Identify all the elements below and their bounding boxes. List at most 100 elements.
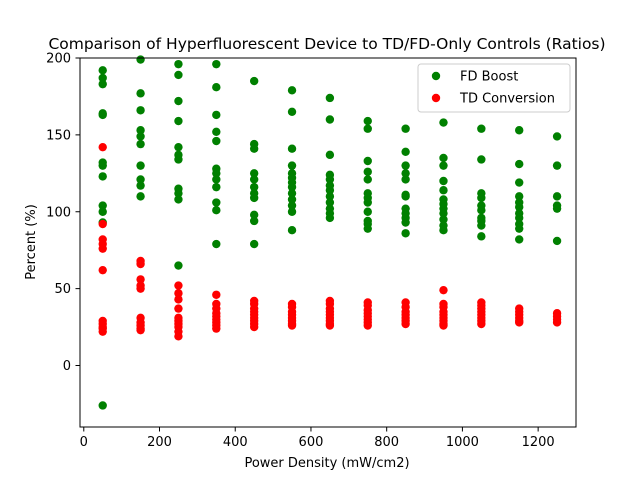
legend-marker <box>431 93 441 103</box>
data-point-fd-boost <box>249 193 259 203</box>
data-point-fd-boost <box>325 192 335 201</box>
data-point-fd-boost <box>477 221 486 230</box>
data-point-fd-boost <box>515 159 524 169</box>
data-point-fd-boost <box>363 116 372 126</box>
data-point-td-conversion <box>136 275 145 284</box>
data-point-fd-boost <box>249 210 259 220</box>
data-point-fd-boost <box>477 206 486 215</box>
data-point-fd-boost <box>212 83 221 92</box>
data-point-td-conversion <box>98 244 107 253</box>
data-point-fd-boost <box>136 126 145 135</box>
x-tick-label: 1200 <box>522 435 555 450</box>
data-point-fd-boost <box>287 161 297 170</box>
data-point-fd-boost <box>287 107 297 117</box>
data-point-fd-boost <box>212 169 221 178</box>
data-point-fd-boost <box>136 132 145 141</box>
data-point-fd-boost <box>363 175 372 184</box>
data-point-td-conversion <box>212 324 221 333</box>
data-point-fd-boost <box>98 207 107 216</box>
data-point-fd-boost <box>325 175 335 184</box>
data-point-fd-boost <box>136 192 145 201</box>
data-point-fd-boost <box>439 176 448 186</box>
data-point-fd-boost <box>515 126 524 135</box>
data-point-fd-boost <box>249 239 259 249</box>
y-tick-label: 150 <box>46 128 71 143</box>
data-point-fd-boost <box>401 192 410 201</box>
data-point-fd-boost <box>174 261 183 270</box>
legend-label: TD Conversion <box>459 92 555 107</box>
x-tick-label: 200 <box>147 435 172 450</box>
data-point-td-conversion <box>477 319 486 329</box>
data-point-td-conversion <box>552 318 562 327</box>
data-point-fd-boost <box>401 218 410 227</box>
data-point-fd-boost <box>136 139 145 149</box>
data-point-td-conversion <box>515 318 524 327</box>
data-point-fd-boost <box>439 161 448 170</box>
data-point-fd-boost <box>401 147 410 156</box>
data-point-td-conversion <box>174 332 183 341</box>
data-point-fd-boost <box>325 93 335 103</box>
data-point-td-conversion <box>401 319 410 329</box>
y-tick-label: 50 <box>54 282 71 297</box>
data-point-fd-boost <box>363 124 372 133</box>
data-point-fd-boost <box>287 144 297 153</box>
data-point-fd-boost <box>249 144 259 153</box>
x-tick-label: 800 <box>374 435 399 450</box>
data-point-fd-boost <box>477 193 486 203</box>
data-point-fd-boost <box>174 189 183 198</box>
data-point-td-conversion <box>98 265 107 275</box>
data-point-fd-boost <box>174 96 183 106</box>
data-point-fd-boost <box>515 224 524 233</box>
data-point-fd-boost <box>515 192 524 201</box>
data-point-fd-boost <box>439 226 448 235</box>
y-tick-label: 200 <box>46 52 71 67</box>
data-point-fd-boost <box>439 153 448 163</box>
x-tick-label: 600 <box>299 435 324 450</box>
data-point-td-conversion <box>136 284 145 293</box>
data-point-fd-boost <box>212 198 221 207</box>
data-point-fd-boost <box>98 110 107 120</box>
y-tick-label: 0 <box>63 359 71 374</box>
data-point-fd-boost <box>174 116 183 126</box>
data-point-fd-boost <box>212 182 221 192</box>
data-point-fd-boost <box>515 202 524 212</box>
data-point-fd-boost <box>212 110 221 120</box>
data-point-fd-boost <box>136 89 145 98</box>
data-point-fd-boost <box>439 118 448 127</box>
data-point-fd-boost <box>325 213 335 223</box>
data-point-fd-boost <box>439 215 448 224</box>
data-point-fd-boost <box>477 232 486 241</box>
data-point-fd-boost <box>401 161 410 170</box>
data-point-td-conversion <box>174 295 183 304</box>
data-point-fd-boost <box>249 175 259 184</box>
data-point-fd-boost <box>174 70 183 80</box>
data-point-fd-boost <box>136 175 145 184</box>
data-point-fd-boost <box>212 59 221 69</box>
data-point-fd-boost <box>136 161 145 170</box>
data-point-td-conversion <box>174 304 183 313</box>
data-point-fd-boost <box>212 239 221 249</box>
data-point-td-conversion <box>136 325 145 335</box>
data-point-td-conversion <box>174 281 183 290</box>
legend: FD Boost TD Conversion <box>417 63 571 113</box>
data-point-td-conversion <box>363 321 372 330</box>
data-point-td-conversion <box>287 321 297 330</box>
data-point-td-conversion <box>98 219 107 229</box>
data-point-fd-boost <box>287 207 297 216</box>
data-point-fd-boost <box>212 206 221 215</box>
x-tick-label: 1000 <box>446 435 479 450</box>
data-point-fd-boost <box>212 136 221 146</box>
data-point-fd-boost <box>363 224 372 233</box>
data-point-fd-boost <box>212 127 221 136</box>
data-point-fd-boost <box>174 155 183 164</box>
data-point-fd-boost <box>363 156 372 166</box>
data-point-fd-boost <box>363 207 372 216</box>
legend-marker <box>431 71 441 81</box>
data-point-fd-boost <box>552 192 562 201</box>
data-point-fd-boost <box>401 169 410 178</box>
data-point-fd-boost <box>287 86 297 95</box>
data-point-td-conversion <box>98 327 107 336</box>
data-point-fd-boost <box>98 66 107 75</box>
data-point-td-conversion <box>212 290 221 299</box>
